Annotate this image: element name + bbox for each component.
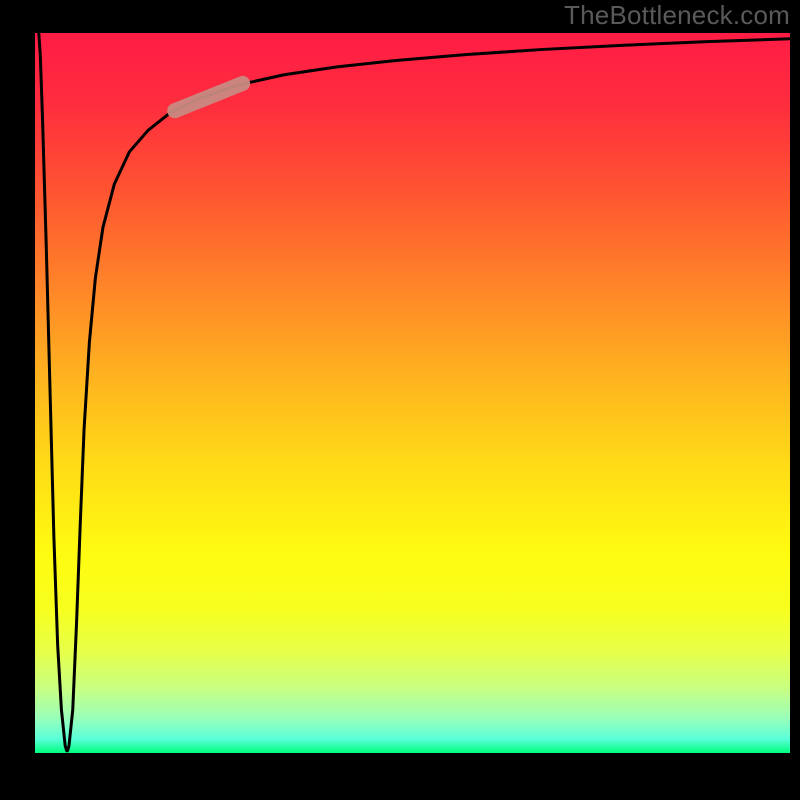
- bottleneck-chart: TheBottleneck.com: [0, 0, 800, 800]
- chart-plot: [0, 0, 800, 800]
- plot-background: [35, 33, 790, 753]
- watermark-text: TheBottleneck.com: [564, 0, 790, 31]
